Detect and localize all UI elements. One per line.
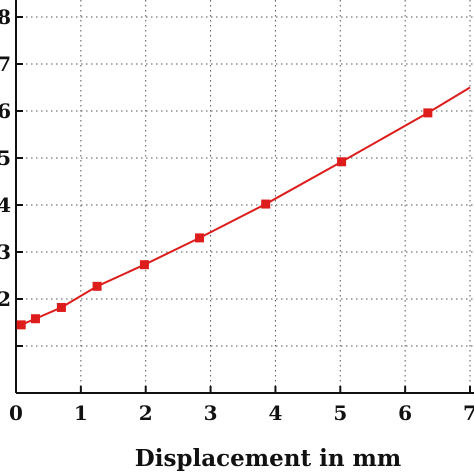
series-line	[20, 86, 471, 326]
data-point-marker	[423, 108, 433, 118]
data-point-marker	[56, 302, 66, 312]
x-tick-label: 2	[139, 401, 153, 425]
y-tick-label: 2	[0, 287, 11, 311]
x-tick-label: 6	[398, 401, 412, 425]
x-tick-label: 5	[333, 401, 347, 425]
data-point-marker	[30, 314, 40, 324]
y-tick-label: 4	[0, 193, 11, 217]
x-axis-label: Displacement in mm	[135, 445, 401, 472]
x-tick-label: 0	[9, 401, 23, 425]
axes	[15, 0, 474, 394]
x-tick-label: 3	[204, 401, 218, 425]
data-point-marker	[261, 199, 271, 209]
x-tick-label: 7	[463, 401, 474, 425]
data-point-marker	[195, 233, 205, 243]
x-tick-label: 4	[268, 401, 282, 425]
y-tick-label: 5	[0, 146, 11, 170]
data-point-marker	[16, 320, 26, 330]
y-tick-label: 3	[0, 240, 11, 264]
tick-labels: 0 1 2 3 4 5 6 7 2 3 4 5 6 7 8	[0, 5, 474, 425]
x-tick-label: 1	[74, 401, 88, 425]
data-point-marker	[92, 281, 102, 291]
y-tick-label: 6	[0, 99, 11, 123]
data-point-marker	[337, 157, 347, 167]
y-tick-label: 8	[0, 5, 11, 29]
data-point-marker	[139, 260, 149, 270]
y-tick-label: 7	[0, 52, 11, 76]
series	[16, 86, 471, 330]
ticks	[15, 16, 471, 393]
grid	[16, 0, 474, 393]
